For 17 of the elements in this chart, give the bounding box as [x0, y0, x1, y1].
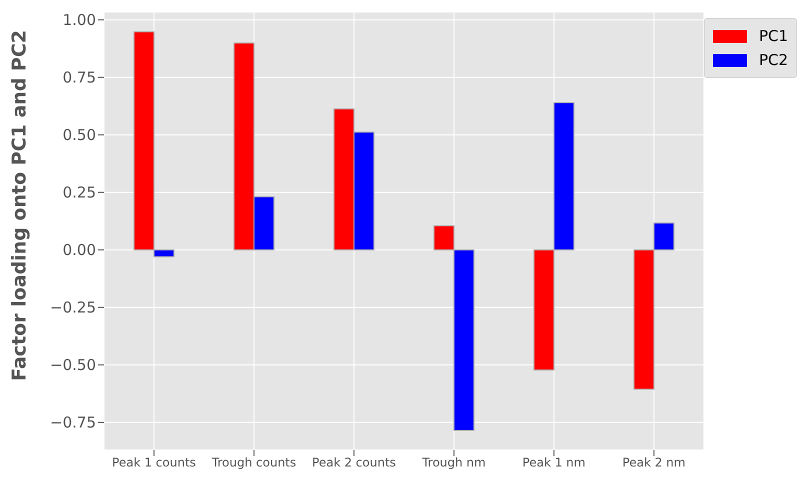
y-tick-label: 0.75	[62, 68, 96, 87]
x-tick-label: Trough counts	[210, 456, 296, 470]
x-tick-label: Peak 2 counts	[312, 456, 396, 470]
y-tick-label: 0.50	[62, 126, 96, 144]
y-tick-label: 0.00	[62, 241, 96, 260]
y-tick-label: 0.25	[62, 184, 96, 202]
y-tick-label: −0.25	[50, 298, 96, 317]
x-tick-label: Trough nm	[421, 456, 486, 470]
y-tick-label: 1.00	[62, 11, 96, 30]
y-axis-title: Factor loading onto PC1 and PC2	[8, 30, 31, 381]
x-tick-label: Peak 2 nm	[622, 456, 686, 470]
legend-label: PC1	[758, 27, 788, 45]
y-tick-label: −0.50	[50, 356, 96, 374]
y-tick-label: −0.75	[50, 414, 96, 432]
x-tick-label: Peak 1 counts	[112, 456, 196, 470]
x-tick-label: Peak 1 nm	[522, 456, 586, 470]
legend-label: PC2	[758, 51, 788, 69]
